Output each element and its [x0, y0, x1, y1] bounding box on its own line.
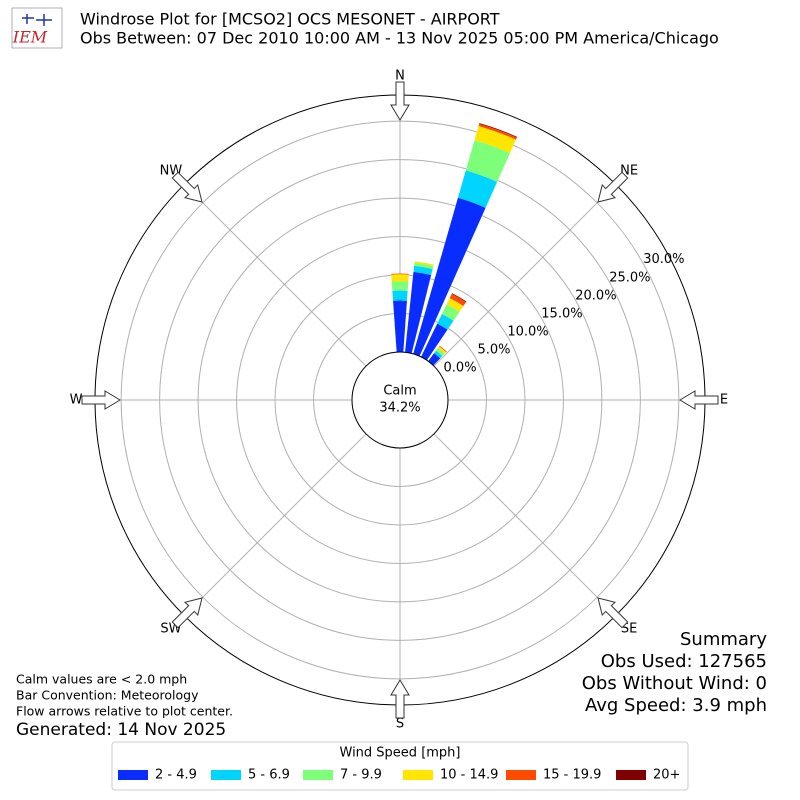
legend-box	[111, 741, 689, 791]
y-tick-label: 25.0%	[609, 270, 650, 285]
bar-segment	[437, 313, 454, 330]
summary-line: Summary	[680, 629, 767, 650]
compass-arrow	[679, 390, 719, 410]
spoke	[183, 433, 367, 617]
grid-ring	[120, 120, 680, 680]
bar-segment	[478, 123, 517, 140]
y-tick-label: 0.0%	[444, 361, 477, 376]
legend-label: 10 - 14.9	[440, 768, 498, 783]
logo-icon	[22, 14, 52, 26]
y-tick-label: 30.0%	[643, 252, 684, 267]
y-tick-label: 15.0%	[541, 306, 582, 321]
bar-segment	[437, 346, 447, 354]
legend-swatch	[616, 770, 646, 780]
calm-label: Calm	[383, 384, 416, 399]
legend-swatch	[118, 770, 148, 780]
summary-line: Avg Speed: 3.9 mph	[585, 695, 767, 716]
generated: Generated: 14 Nov 2025	[16, 720, 226, 740]
logo-frame	[11, 7, 63, 49]
summary-line: Obs Without Wind: 0	[582, 673, 767, 694]
compass-arrow	[81, 390, 121, 410]
compass-label: S	[396, 717, 404, 732]
bar-segment	[421, 323, 448, 361]
compass-arrow	[171, 597, 203, 629]
note: Calm values are < 2.0 mph	[16, 672, 187, 687]
bar-segment	[446, 298, 464, 312]
bar-segment	[428, 353, 441, 366]
y-tick-label: 10.0%	[507, 324, 548, 339]
chart-subtitle: Obs Between: 07 Dec 2010 10:00 AM - 13 N…	[80, 29, 719, 48]
compass-label: W	[70, 393, 83, 408]
note: Flow arrows relative to plot center.	[16, 704, 233, 719]
legend-label: 7 - 9.9	[340, 768, 382, 783]
legend-label: 20+	[653, 768, 680, 783]
bar-segment	[405, 271, 432, 354]
legend-title: Wind Speed [mph]	[340, 746, 461, 761]
bar-segment	[465, 140, 510, 182]
y-tick-label: 5.0%	[477, 343, 510, 358]
compass-arrow	[390, 679, 410, 719]
bar-segment	[435, 348, 445, 357]
legend-swatch	[303, 770, 333, 780]
legend-label: 2 - 4.9	[155, 768, 197, 783]
bar-segment	[434, 350, 443, 359]
legend-label: 5 - 6.9	[248, 768, 290, 783]
legend-swatch	[506, 770, 536, 780]
bar-segment	[414, 262, 434, 270]
chart-title: Windrose Plot for [MCSO2] OCS MESONET - …	[80, 10, 500, 29]
bar-segment	[474, 126, 516, 154]
compass-arrow	[171, 171, 203, 203]
spoke	[433, 433, 617, 617]
y-tick-label: 20.0%	[575, 288, 616, 303]
bar-segment	[391, 273, 409, 275]
note: Bar Convention: Meteorology	[16, 688, 199, 703]
compass-arrow	[597, 171, 629, 203]
compass-label: N	[395, 69, 405, 84]
bar-segment	[392, 290, 408, 301]
spoke	[183, 183, 367, 367]
summary-line: Obs Used: 127565	[601, 651, 767, 672]
bar-segment	[451, 293, 467, 303]
compass-arrow	[597, 597, 629, 629]
legend-label: 15 - 19.9	[543, 768, 601, 783]
bar-segment	[391, 281, 409, 291]
bar-segment	[479, 123, 518, 138]
legend-swatch	[211, 770, 241, 780]
bar-segment	[391, 274, 409, 282]
compass-label: E	[720, 393, 728, 408]
grid-ring	[197, 197, 603, 603]
calm-value: 34.2%	[379, 401, 420, 416]
bar-segment	[413, 265, 433, 276]
grid-ring	[236, 236, 564, 564]
bar-segment	[441, 304, 460, 321]
bar-segment	[439, 345, 447, 353]
spoke	[433, 183, 617, 367]
bar-segment	[414, 261, 434, 267]
logo: IEM	[12, 28, 48, 47]
grid-ring	[159, 159, 641, 641]
bar-segment	[413, 197, 486, 357]
calm-circle	[351, 351, 449, 449]
bar-segment	[457, 170, 498, 208]
bar-segment	[449, 293, 466, 306]
legend-swatch	[403, 770, 433, 780]
compass-arrow	[390, 81, 410, 121]
bar-segment	[393, 300, 407, 353]
